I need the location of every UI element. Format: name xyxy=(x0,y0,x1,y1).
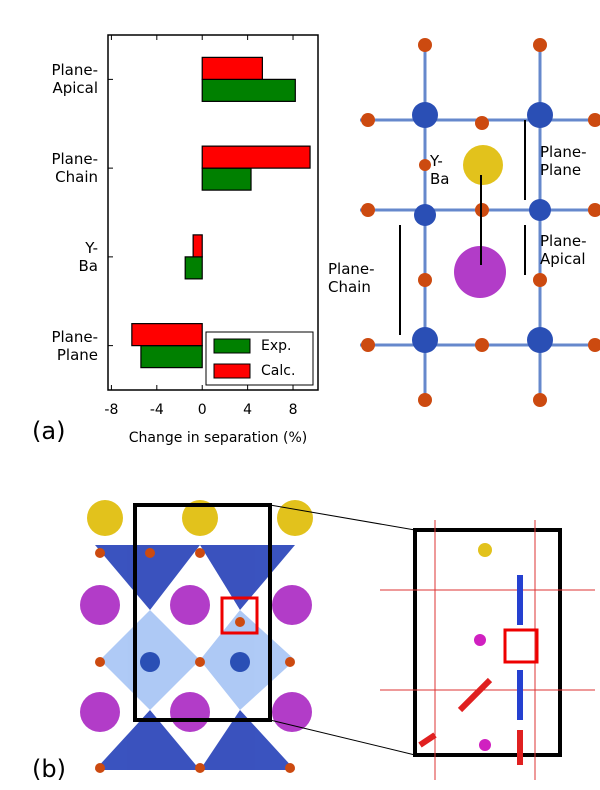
x-tick-label: -8 xyxy=(104,402,118,418)
legend-swatch xyxy=(214,339,250,353)
x-tick-label: 4 xyxy=(243,402,252,418)
bar xyxy=(141,346,202,368)
x-tick-label: -4 xyxy=(150,402,164,418)
x-axis-label: Change in separation (%) xyxy=(129,430,307,446)
structure-b xyxy=(80,500,595,780)
bar xyxy=(202,168,251,190)
chart: -8 -4 0 4 8 Change in separation (%) Exp. Calc.… xyxy=(0,0,600,790)
structure-label: Plane- Plane xyxy=(540,143,587,179)
bar xyxy=(185,257,202,279)
structure-label: Plane- Chain xyxy=(328,260,375,296)
bar xyxy=(193,235,202,257)
bar xyxy=(202,57,262,79)
bar xyxy=(202,146,310,168)
bar xyxy=(202,79,295,101)
bar xyxy=(132,324,202,346)
x-tick-label: 8 xyxy=(289,402,298,418)
y-tick-label: Plane- Apical xyxy=(8,61,98,97)
y-tick-label: Plane- Chain xyxy=(8,150,98,186)
y-tick-label: Y- Ba xyxy=(8,239,98,275)
x-tick-label: 0 xyxy=(198,402,207,418)
structure-label: Plane- Apical xyxy=(540,232,587,268)
y-tick-label: Plane- Plane xyxy=(8,328,98,364)
figure: -8 -4 0 4 8 Change in separation (%) Exp. Calc.… xyxy=(0,0,600,790)
legend-swatch xyxy=(214,364,250,378)
panel-label: (a) xyxy=(32,417,65,445)
legend-label: Exp. xyxy=(261,338,291,354)
legend-label: Calc. xyxy=(261,363,295,379)
structure-a xyxy=(360,38,600,407)
panel-label: (b) xyxy=(32,755,66,783)
structure-label: Y- Ba xyxy=(430,152,449,188)
